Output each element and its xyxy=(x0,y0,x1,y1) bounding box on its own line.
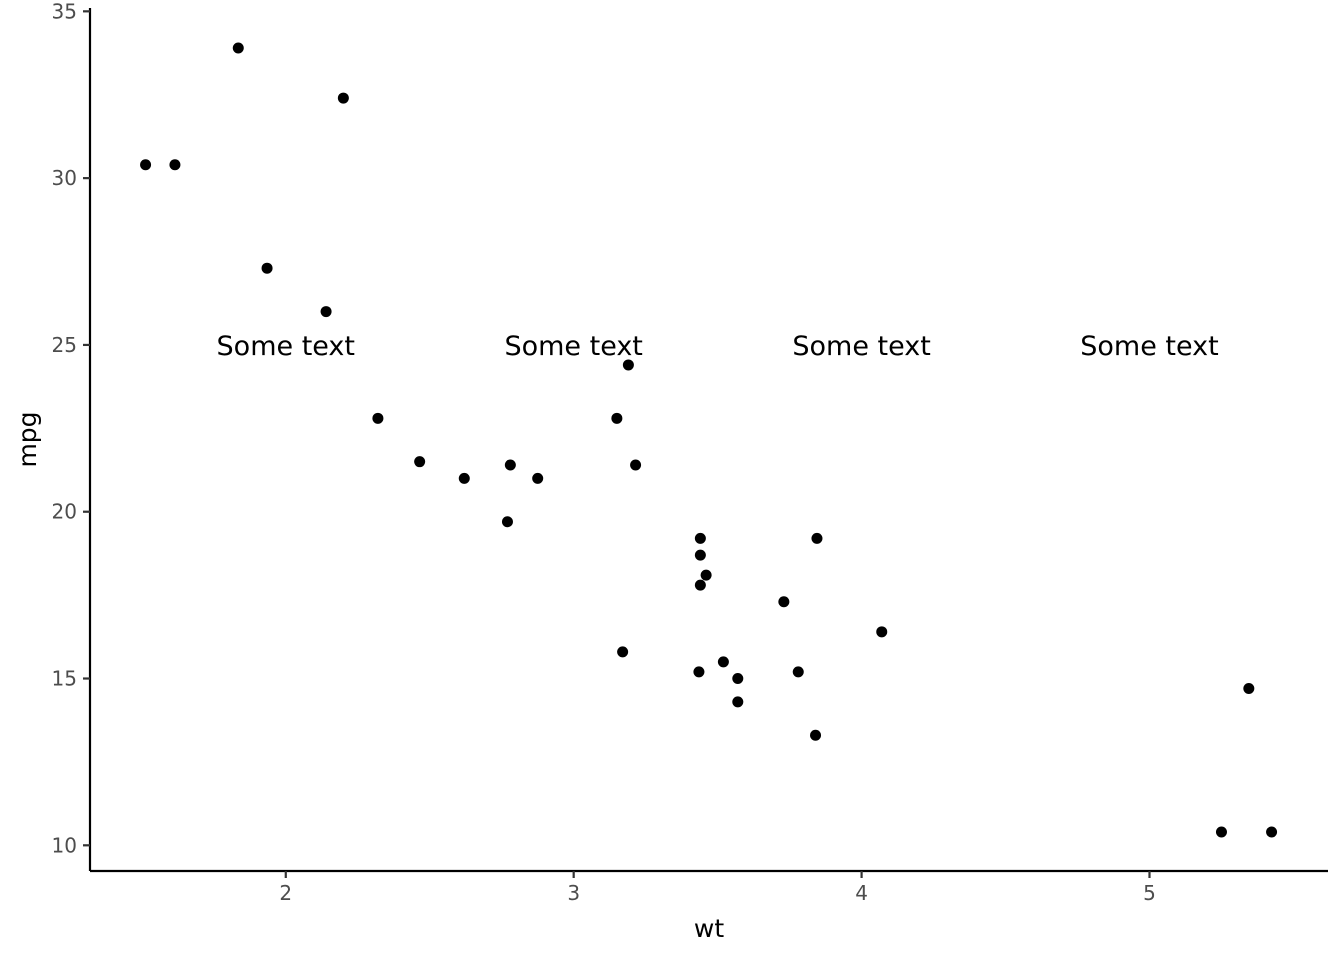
annotation-text: Some text xyxy=(217,331,355,362)
annotation-text: Some text xyxy=(1080,331,1218,362)
y-tick-label: 35 xyxy=(52,0,77,23)
annotation-layer: Some text Some text Some text Some text xyxy=(217,331,1219,362)
y-axis-ticks: 10 15 20 25 30 35 xyxy=(52,0,90,857)
x-axis-title: wt xyxy=(694,914,724,943)
annotation-text: Some text xyxy=(504,331,642,362)
scatter-point xyxy=(694,579,706,591)
scatter-point xyxy=(232,42,244,54)
scatter-point xyxy=(622,359,634,371)
scatter-point xyxy=(261,262,273,274)
x-tick-label: 3 xyxy=(567,881,580,905)
scatter-point xyxy=(504,459,516,471)
scatter-point xyxy=(694,549,706,561)
scatter-point xyxy=(532,472,544,484)
x-tick-label: 4 xyxy=(855,881,868,905)
scatter-point xyxy=(611,412,623,424)
scatter-point xyxy=(778,596,790,608)
scatter-point xyxy=(372,412,384,424)
scatter-point xyxy=(337,92,349,104)
y-tick-label: 30 xyxy=(52,166,77,190)
scatter-point xyxy=(717,656,729,668)
scatter-point xyxy=(694,532,706,544)
scatter-point xyxy=(630,459,642,471)
plot-area xyxy=(140,42,1278,838)
scatter-point xyxy=(693,666,705,678)
scatter-point xyxy=(1266,826,1278,838)
scatter-point xyxy=(501,516,513,528)
annotation-text: Some text xyxy=(792,331,930,362)
y-axis-title: mpg xyxy=(13,411,42,467)
scatter-point xyxy=(810,729,822,741)
scatter-point xyxy=(617,646,629,658)
scatter-point xyxy=(792,666,804,678)
scatter-point xyxy=(876,626,888,638)
scatter-point xyxy=(1243,683,1255,695)
scatter-point xyxy=(811,532,823,544)
x-tick-label: 2 xyxy=(279,881,292,905)
scatter-point xyxy=(140,159,152,171)
y-tick-label: 25 xyxy=(52,333,77,357)
scatter-point xyxy=(1215,826,1227,838)
x-tick-label: 5 xyxy=(1143,881,1156,905)
scatter-point xyxy=(169,159,181,171)
scatter-point xyxy=(732,696,744,708)
scatter-point xyxy=(320,306,332,318)
x-axis-ticks: 2 3 4 5 xyxy=(279,871,1156,905)
y-tick-label: 10 xyxy=(52,833,77,857)
scatter-point xyxy=(700,569,712,581)
y-tick-label: 15 xyxy=(52,667,77,691)
scatter-point xyxy=(458,472,470,484)
scatter-point xyxy=(732,673,744,685)
y-tick-label: 20 xyxy=(52,500,77,524)
scatter-point xyxy=(414,456,426,468)
